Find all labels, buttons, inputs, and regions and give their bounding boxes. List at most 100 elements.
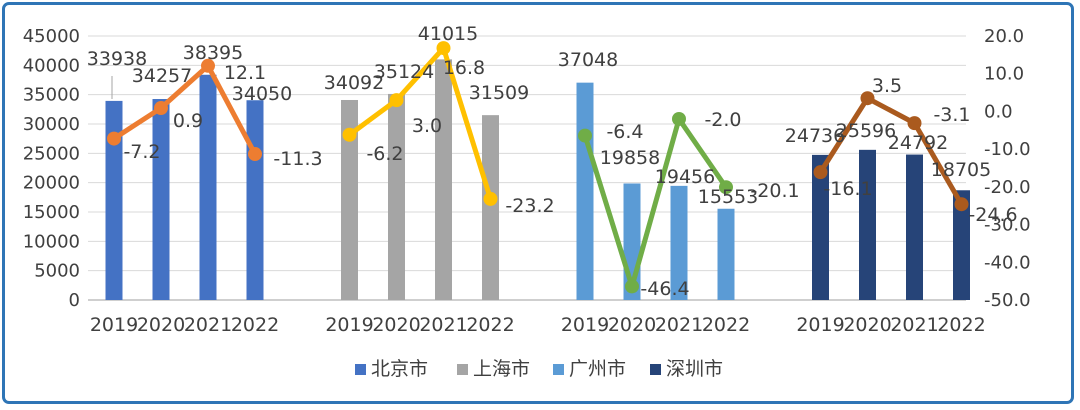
line-beijing[interactable] — [111, 63, 258, 157]
bar-value-label-beijing-2021: 38395 — [183, 42, 243, 64]
line-value-label-shenzhen-2019: -16.1 — [823, 178, 872, 200]
bar-shenzhen-2020[interactable] — [859, 149, 876, 300]
point-shenzhen-2021[interactable] — [907, 116, 922, 131]
x-axis-year-label: 2021 — [655, 314, 703, 336]
left-axis-tick: 5000 — [34, 261, 80, 282]
legend-label-guangzhou[interactable]: 广州市 — [569, 358, 626, 380]
bar-value-label-guangzhou-2022: 15553 — [698, 186, 758, 208]
line-value-label-shanghai-2020: 3.0 — [412, 115, 442, 137]
x-axis-year-label: 2021 — [184, 314, 232, 336]
left-axis-tick: 20000 — [23, 173, 80, 194]
point-shenzhen-2022[interactable] — [954, 197, 969, 212]
right-axis-tick: 0.0 — [984, 101, 1013, 122]
bar-beijing-2021[interactable] — [199, 74, 217, 301]
bar-guangzhou-2019[interactable] — [576, 82, 594, 300]
right-axis-tick: -10.0 — [984, 139, 1031, 160]
legend-marker-beijing[interactable] — [355, 364, 366, 375]
bar-shanghai-2020[interactable] — [388, 93, 405, 300]
x-axis-year-label: 2019 — [561, 314, 609, 336]
left-axis-tick: 0 — [69, 290, 80, 311]
bar-value-label-shenzhen-2022: 18705 — [931, 159, 991, 181]
x-axis-year-label: 2021 — [419, 314, 467, 336]
chart-border-frame — [2, 2, 1074, 404]
point-shanghai-2022[interactable] — [483, 191, 498, 206]
line-value-label-beijing-2020: 0.9 — [173, 110, 203, 132]
bar-value-label-beijing-2019: 33938 — [87, 48, 147, 70]
bar-value-label-shanghai-2021: 41015 — [418, 23, 478, 45]
legend-label-beijing[interactable]: 北京市 — [371, 358, 428, 380]
bar-value-label-shanghai-2022: 31509 — [469, 82, 529, 104]
x-axis-year-label: 2021 — [890, 314, 938, 336]
bar-value-label-shenzhen-2019: 24736 — [785, 125, 845, 147]
x-axis-year-label: 2019 — [90, 314, 138, 336]
line-value-label-guangzhou-2020: -46.4 — [640, 278, 689, 300]
left-axis-tick: 10000 — [23, 231, 80, 252]
line-value-label-beijing-2019: -7.2 — [123, 141, 160, 163]
line-value-label-shenzhen-2022: -24.6 — [968, 204, 1017, 226]
line-shenzhen[interactable] — [818, 95, 964, 207]
left-axis-tick: 45000 — [23, 26, 80, 47]
point-shanghai-2021[interactable] — [436, 41, 451, 56]
right-axis-tick: -30.0 — [984, 215, 1031, 236]
bar-value-label-shanghai-2019: 34092 — [324, 72, 384, 94]
point-beijing-2021[interactable] — [201, 58, 215, 73]
bar-beijing-2019[interactable] — [105, 100, 123, 300]
right-axis-tick: 20.0 — [984, 26, 1024, 47]
bar-value-label-guangzhou-2021: 19456 — [655, 166, 715, 188]
left-axis-tick: 40000 — [23, 55, 80, 76]
line-value-label-beijing-2021: 12.1 — [224, 62, 266, 84]
bar-value-label-shenzhen-2020: 25596 — [836, 120, 896, 142]
x-axis-year-label: 2022 — [231, 314, 279, 336]
legend-marker-shenzhen[interactable] — [650, 364, 661, 375]
bar-shanghai-2021[interactable] — [435, 59, 452, 301]
bar-shanghai-2022[interactable] — [482, 115, 499, 300]
left-axis-tick: 35000 — [23, 85, 80, 106]
point-beijing-2020[interactable] — [154, 101, 168, 116]
point-shanghai-2019[interactable] — [342, 127, 357, 142]
legend-marker-guangzhou[interactable] — [553, 364, 564, 375]
right-axis-tick: -20.0 — [984, 177, 1031, 198]
line-value-label-shanghai-2022: -23.2 — [505, 195, 554, 217]
point-guangzhou-2022[interactable] — [719, 180, 733, 195]
bar-beijing-2020[interactable] — [152, 99, 170, 300]
line-value-label-shenzhen-2020: 3.5 — [872, 75, 902, 97]
point-beijing-2019[interactable] — [107, 131, 121, 146]
line-guangzhou[interactable] — [582, 116, 729, 289]
point-guangzhou-2019[interactable] — [578, 128, 592, 143]
point-shanghai-2020[interactable] — [389, 93, 404, 108]
bar-guangzhou-2021[interactable] — [670, 185, 688, 300]
bar-value-label-guangzhou-2020: 19858 — [600, 147, 660, 169]
legend-label-shenzhen[interactable]: 深圳市 — [666, 358, 723, 380]
legend-label-shanghai[interactable]: 上海市 — [473, 358, 530, 380]
bar-shenzhen-2019[interactable] — [812, 154, 829, 300]
point-shenzhen-2019[interactable] — [813, 165, 828, 180]
x-axis-year-label: 2022 — [466, 314, 514, 336]
line-value-label-guangzhou-2022: -20.1 — [750, 180, 799, 202]
left-axis-tick: 15000 — [23, 202, 80, 223]
point-guangzhou-2020[interactable] — [625, 279, 639, 294]
bar-guangzhou-2022[interactable] — [717, 208, 735, 300]
point-shenzhen-2020[interactable] — [860, 91, 875, 106]
x-axis-year-label: 2020 — [137, 314, 185, 336]
right-axis-tick: -50.0 — [984, 290, 1031, 311]
bar-value-label-guangzhou-2019: 37048 — [558, 49, 618, 71]
left-axis-tick: 25000 — [23, 143, 80, 164]
bar-shanghai-2019[interactable] — [341, 99, 358, 301]
x-axis-year-label: 2022 — [702, 314, 750, 336]
legend-marker-shanghai[interactable] — [457, 364, 468, 375]
bar-shenzhen-2021[interactable] — [906, 154, 923, 300]
line-value-label-guangzhou-2021: -2.0 — [704, 109, 741, 131]
x-axis-year-label: 2022 — [937, 314, 985, 336]
point-guangzhou-2021[interactable] — [672, 111, 686, 126]
x-axis-year-label: 2020 — [608, 314, 656, 336]
left-axis-tick: 30000 — [23, 114, 80, 135]
point-beijing-2022[interactable] — [248, 147, 262, 162]
x-axis-year-label: 2019 — [325, 314, 373, 336]
line-value-label-beijing-2022: -11.3 — [273, 148, 322, 170]
bar-value-label-beijing-2022: 34050 — [232, 83, 292, 105]
line-value-label-shenzhen-2021: -3.1 — [933, 104, 970, 126]
line-shanghai[interactable] — [347, 45, 493, 202]
bar-beijing-2022[interactable] — [246, 100, 264, 301]
bar-shenzhen-2022[interactable] — [953, 190, 970, 300]
